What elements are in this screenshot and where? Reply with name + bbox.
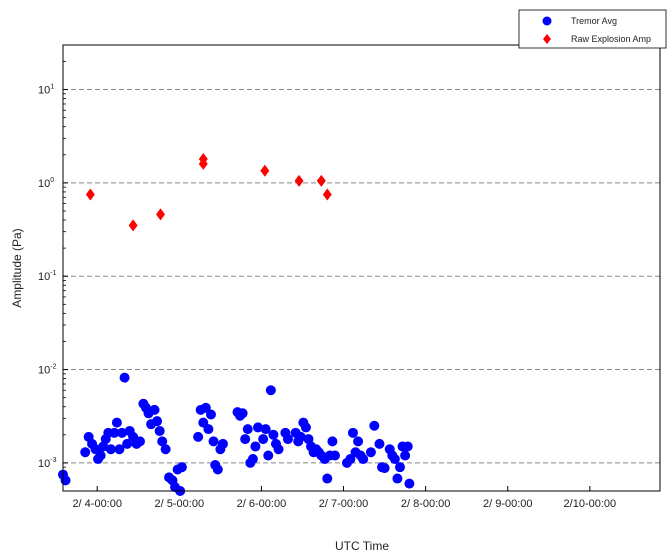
tremor-avg-point <box>258 434 269 445</box>
raw-explosion-amp-point <box>156 208 166 221</box>
tremor-avg-point <box>152 416 163 427</box>
tremor-avg-point <box>265 385 276 396</box>
plot-background <box>63 45 660 491</box>
y-tick-label: 10-3 <box>38 457 57 470</box>
tremor-avg-point <box>205 409 216 420</box>
legend-marker-tremor-avg <box>542 16 552 26</box>
tremor-avg-point <box>242 424 253 435</box>
tremor-avg-point <box>95 450 106 461</box>
tremor-avg-point <box>237 408 248 419</box>
tremor-avg-point <box>193 431 204 442</box>
legend: Tremor Avg Raw Explosion Amp <box>518 9 667 49</box>
tremor-avg-point <box>60 475 71 486</box>
x-axis-ticks: 2/ 4-00:00 2/ 5-00:00 2/ 6-00:00 2/ 7-00:00… <box>72 486 616 510</box>
tremor-avg-point <box>247 454 258 465</box>
tremor-avg-point <box>212 464 223 475</box>
legend-box <box>518 9 667 49</box>
tremor-avg-point <box>268 429 279 440</box>
raw-explosion-amp-point <box>316 174 326 187</box>
tremor-avg-point <box>400 450 411 461</box>
data-points <box>58 153 415 496</box>
tremor-avg-point <box>250 441 261 452</box>
tremor-avg-point <box>369 420 380 431</box>
tremor-avg-point <box>379 463 390 474</box>
y-axis-ticks: 101 100 10-1 10-2 10-3 <box>38 61 68 485</box>
plot-frame <box>62 44 661 492</box>
tremor-avg-point <box>240 434 251 445</box>
tremor-avg-point <box>154 425 165 436</box>
tremor-avg-point <box>160 444 171 455</box>
tremor-avg-point <box>389 454 400 465</box>
tremor-avg-point <box>109 427 120 438</box>
x-tick-label: 2/ 9-00:00 <box>483 498 533 510</box>
raw-explosion-amp-point <box>128 219 138 232</box>
tremor-avg-point <box>345 454 356 465</box>
y-tick-label: 10-1 <box>38 270 57 283</box>
x-tick-label: 2/ 7-00:00 <box>319 498 369 510</box>
tremor-avg-point <box>402 441 413 452</box>
raw-explosion-amp-point <box>322 188 332 201</box>
tremor-avg-point <box>105 444 116 455</box>
tremor-avg-point <box>263 450 274 461</box>
tremor-avg-point <box>273 444 284 455</box>
y-tick-label: 100 <box>38 177 54 190</box>
tremor-avg-point <box>117 427 128 438</box>
tremor-avg-point <box>114 444 125 455</box>
raw-explosion-amp-point <box>198 153 208 166</box>
tremor-avg-point <box>208 436 219 447</box>
tremor-avg-point <box>253 422 264 433</box>
x-tick-label: 2/ 6-00:00 <box>237 498 287 510</box>
tremor-avg-point <box>282 434 293 445</box>
tremor-avg-point <box>200 402 211 413</box>
tremor-avg-point <box>322 473 333 484</box>
tremor-avg-point <box>327 436 338 447</box>
legend-label-tremor-avg: Tremor Avg <box>571 16 617 26</box>
raw-explosion-amp-point <box>260 164 270 177</box>
legend-label-raw-explosion-amp: Raw Explosion Amp <box>571 34 651 44</box>
tremor-avg-point <box>149 404 160 415</box>
raw-explosion-amp-point <box>294 174 304 187</box>
y-tick-label: 101 <box>38 84 54 97</box>
raw-explosion-amp-point <box>85 188 95 201</box>
tremor-avg-point <box>329 450 340 461</box>
tremor-avg-point <box>134 436 145 447</box>
y-tick-label: 10-2 <box>38 364 57 377</box>
tremor-avg-point <box>111 417 122 428</box>
tremor-avg-point <box>394 462 405 473</box>
tremor-avg-point <box>217 438 228 449</box>
x-tick-label: 2/ 4-00:00 <box>72 498 122 510</box>
tremor-avg-point <box>176 462 187 473</box>
x-tick-label: 2/ 8-00:00 <box>401 498 451 510</box>
x-axis-label: UTC Time <box>335 539 389 553</box>
tremor-avg-point <box>347 427 358 438</box>
tremor-avg-point <box>122 438 133 449</box>
tremor-avg-point <box>353 436 364 447</box>
tremor-avg-point <box>157 436 168 447</box>
gridlines <box>63 89 660 464</box>
tremor-avg-point <box>392 473 403 484</box>
tremor-avg-point <box>358 454 369 465</box>
tremor-avg-point <box>365 447 376 458</box>
tremor-avg-point <box>300 422 311 433</box>
x-tick-label: 2/ 5-00:00 <box>155 498 205 510</box>
tremor-avg-point <box>203 424 214 435</box>
y-axis-label: Amplitude (Pa) <box>10 228 24 307</box>
tremor-avg-point <box>260 424 271 435</box>
legend-marker-raw-explosion-amp <box>543 34 551 44</box>
tremor-avg-point <box>295 431 306 442</box>
tremor-avg-point <box>80 447 91 458</box>
tremor-avg-point <box>119 372 130 383</box>
tremor-avg-point <box>404 478 415 489</box>
tremor-avg-point <box>374 438 385 449</box>
x-tick-label: 2/10-00:00 <box>564 498 617 510</box>
